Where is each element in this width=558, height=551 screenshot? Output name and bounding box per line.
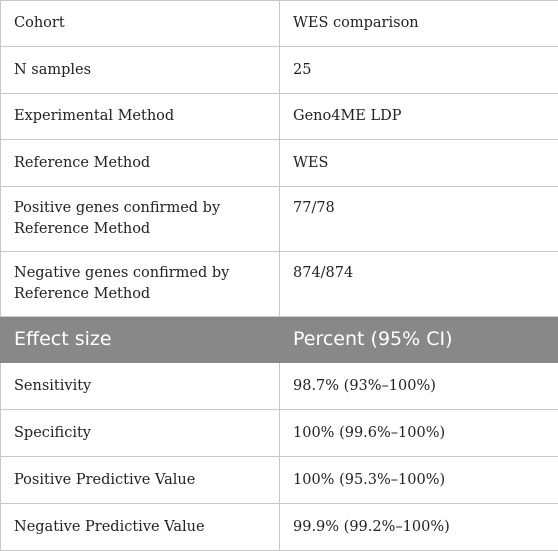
row-label: Cohort	[0, 0, 280, 47]
row-label: Reference Method	[0, 139, 280, 187]
table-row: N samples 25	[0, 46, 558, 94]
table-row: Reference Method WES	[0, 139, 558, 187]
header-effect-size: Effect size	[0, 316, 280, 363]
table-row: Positive genes confirmed by Reference Me…	[0, 186, 558, 252]
row-value: WES comparison	[279, 0, 558, 47]
row-value: 99.9% (99.2%–100%)	[279, 503, 558, 551]
row-label: Positive genes confirmed by Reference Me…	[0, 186, 280, 252]
row-label: Negative Predictive Value	[0, 503, 280, 551]
row-value: 25	[279, 46, 558, 94]
row-value: 98.7% (93%–100%)	[279, 362, 558, 410]
row-value: 874/874	[279, 251, 558, 317]
table-row: Specificity 100% (99.6%–100%)	[0, 409, 558, 457]
row-label: Sensitivity	[0, 362, 280, 410]
table-row: Experimental Method Geno4ME LDP	[0, 93, 558, 140]
row-value: Geno4ME LDP	[279, 93, 558, 140]
table-row: Cohort WES comparison	[0, 0, 558, 47]
row-value: 100% (95.3%–100%)	[279, 456, 558, 504]
table-row: Sensitivity 98.7% (93%–100%)	[0, 362, 558, 410]
section-header-row: Effect size Percent (95% CI)	[0, 316, 558, 363]
row-value: 100% (99.6%–100%)	[279, 409, 558, 457]
row-value: 77/78	[279, 186, 558, 252]
row-label: Negative genes confirmed by Reference Me…	[0, 251, 280, 317]
table-row: Negative genes confirmed by Reference Me…	[0, 251, 558, 317]
row-label: N samples	[0, 46, 280, 94]
row-value: WES	[279, 139, 558, 187]
row-label: Specificity	[0, 409, 280, 457]
row-label: Positive Predictive Value	[0, 456, 280, 504]
table-row: Positive Predictive Value 100% (95.3%–10…	[0, 456, 558, 504]
header-percent-ci: Percent (95% CI)	[279, 316, 558, 363]
table-row: Negative Predictive Value 99.9% (99.2%–1…	[0, 503, 558, 551]
row-label: Experimental Method	[0, 93, 280, 140]
